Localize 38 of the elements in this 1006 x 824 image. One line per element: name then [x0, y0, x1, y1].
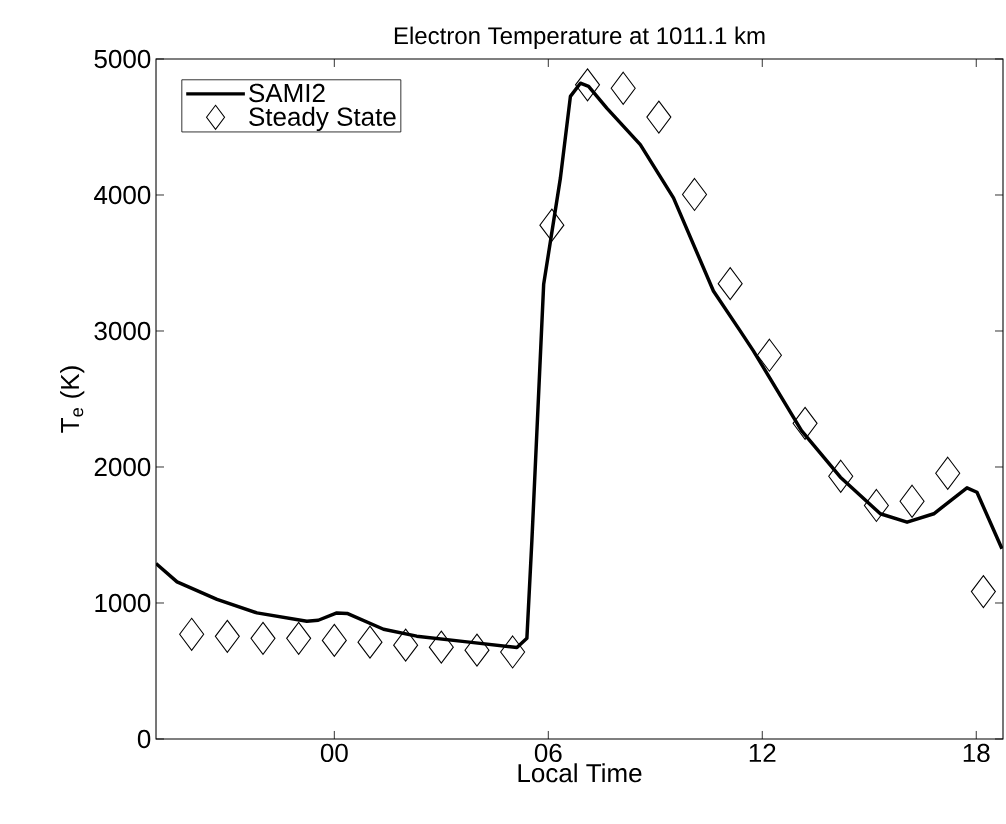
point — [717, 267, 743, 301]
legend-label: SAMI2 — [249, 83, 325, 103]
y-tick-label: 5000 — [94, 49, 151, 69]
point — [863, 488, 889, 523]
y-tick-label: 1000 — [95, 593, 151, 613]
legend-label: Steady State — [249, 106, 396, 132]
point — [539, 208, 565, 242]
point — [792, 406, 818, 440]
point — [393, 628, 419, 662]
y-tick-label: 0 — [137, 729, 151, 749]
x-tick-label: 18 — [963, 743, 990, 763]
point — [610, 71, 636, 105]
point — [214, 619, 240, 653]
point — [250, 621, 276, 655]
point — [681, 177, 708, 211]
point — [970, 575, 996, 609]
point — [646, 100, 672, 134]
point — [179, 617, 205, 651]
x-axis-title: Local Time — [518, 763, 642, 783]
y-tick-label: 2000 — [94, 457, 151, 477]
y-tick-label: 3000 — [94, 321, 151, 341]
point — [756, 338, 782, 372]
point — [935, 456, 961, 490]
point — [500, 635, 526, 669]
point — [286, 621, 312, 655]
x-tick-label: 06 — [534, 743, 562, 763]
x-tick-label: 00 — [320, 743, 348, 763]
y-tick-label: 4000 — [94, 185, 151, 205]
point — [321, 623, 347, 657]
point — [464, 633, 490, 667]
x-tick-label: 12 — [749, 743, 776, 762]
y-axis-title: T$_{e}$ (K) — [60, 366, 85, 433]
point — [828, 459, 854, 493]
chart-title: Electron Temperature at 1011.1 km — [394, 26, 765, 49]
point — [428, 630, 454, 664]
point — [357, 625, 383, 659]
point — [574, 68, 601, 102]
point — [899, 484, 925, 518]
